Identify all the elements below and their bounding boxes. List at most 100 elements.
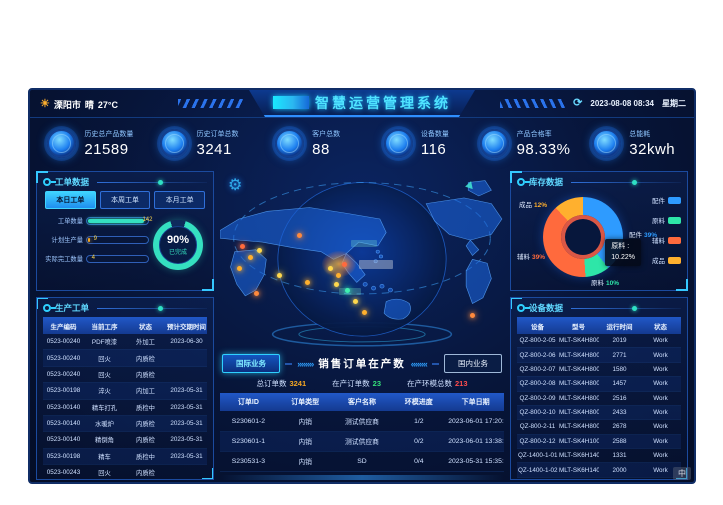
table-cell [166, 349, 207, 367]
stat-inproduction-molds: 在产环模总数 213 [407, 379, 468, 389]
table-cell [166, 464, 207, 479]
table-row: 0523-00198 精车 质检中 2023-05-31 [43, 448, 207, 466]
table-row: 0523-00240 回火 内质检 [43, 366, 207, 384]
stat-value: 213 [455, 379, 468, 389]
table-cell: 外加工 [125, 334, 166, 351]
production-order-panel: 生产工单 生产编码 当前工序 状态 预计交期时间 0523-00240 PDF喷漆 外加工… [36, 297, 214, 480]
bar-label: 计划生产量 [51, 237, 83, 244]
column-header: 客户名称 [333, 393, 391, 412]
completion-gauge: 90% 已完成 [153, 219, 203, 270]
key-icon [517, 178, 530, 186]
temperature-label: 27°C [97, 99, 119, 110]
map-marker [237, 265, 243, 271]
table-cell: 内质检 [125, 349, 166, 367]
city-label: 溧阳市 [53, 100, 81, 110]
table-cell: 1331 [599, 448, 640, 464]
table-cell: MLT-SK4H800i [558, 419, 599, 435]
table-cell: 0523-00240 [43, 334, 84, 351]
sales-stats-row: 总订单数 3241 在产订单数 23 在产环模总数 213 [220, 378, 504, 389]
column-header: 当前工序 [84, 317, 125, 334]
datetime-block: ⟳ 2023-08-08 08:34 星期二 [573, 98, 686, 109]
map-marker [256, 247, 262, 253]
table-cell: 0523-00140 [43, 415, 84, 433]
map-label-chip [350, 240, 377, 248]
table-cell: QZ-800-2-07 [517, 362, 558, 378]
table-row: 0523-00140 水暖炉 内质检 2023-05-31 [43, 415, 207, 433]
sales-section-title: 销售订单在产数 [318, 358, 406, 371]
header: ☀ 溧阳市 晴 27°C 智慧运营管理系统 ⟳ 2023-08-08 08:34… [30, 90, 694, 118]
donut-tooltip: 原料 : 10.22% [605, 239, 641, 266]
table-cell: QZ-800-2-12 [517, 434, 558, 450]
chevrons-left-icon: «««« [410, 358, 428, 369]
dashboard: ☀ 溧阳市 晴 27°C 智慧运营管理系统 ⟳ 2023-08-08 08:34… [28, 88, 696, 484]
table-row: 0523-00140 精倒角 内质检 2023-05-31 [43, 431, 207, 449]
legend-item: 原料 [652, 215, 681, 225]
work-order-tabs: 本日工单 本周工单 本月工单 [45, 191, 206, 209]
kpi-value: 116 [420, 140, 447, 158]
table-row: 0523-00240 PDF喷漆 外加工 2023-06-30 [43, 334, 207, 351]
table-cell: MLT-SK4H800i [558, 391, 599, 406]
bar-planned-output: 计划生产量 9 [43, 235, 149, 244]
panel-title: 生产工单 [55, 303, 90, 313]
tab-week-orders[interactable]: 本周工单 [99, 191, 151, 209]
table-cell: 2023-05-31 15:35:12 [447, 451, 504, 473]
table-cell: 2023-05-31 [166, 431, 207, 449]
table-cell: QZ-1400-1-02 [517, 462, 558, 478]
table-cell: 2023-05-31 [166, 399, 207, 416]
header-stripes-left [178, 99, 244, 108]
domestic-business-button[interactable]: 国内业务 [444, 354, 502, 374]
panel-title: 工单数据 [55, 177, 90, 187]
column-header: 状态 [640, 317, 681, 334]
stat-total-orders: 总订单数 3241 [256, 379, 307, 389]
table-cell: Work [640, 334, 681, 349]
table-cell: Work [640, 405, 681, 421]
bar-actual-completed: 实际完工数量 4 [43, 254, 149, 263]
table-cell: 质检中 [125, 399, 166, 416]
bar-track: 9 [86, 235, 149, 244]
international-business-button[interactable]: 国际业务 [222, 354, 280, 374]
table-cell: QZ-800-2-06 [517, 347, 558, 363]
tab-today-orders[interactable]: 本日工单 [45, 191, 96, 209]
gear-icon: ⚙ [228, 177, 243, 194]
refresh-icon[interactable]: ⟳ [573, 97, 583, 109]
weekday-label: 星期二 [662, 99, 686, 108]
table-row: QZ-800-2-10 MLT-SK4H800i 2433 Work [517, 405, 681, 421]
column-header: 型号 [558, 317, 599, 334]
column-header: 运行时间 [599, 317, 640, 334]
center-column: ⚙ [220, 171, 504, 480]
table-cell: SD [333, 451, 391, 473]
map-marker [333, 282, 339, 288]
world-map-svg [220, 180, 503, 347]
callout-finished: 成品 12% [519, 202, 548, 209]
world-map: ⚙ [220, 171, 504, 353]
header-stripes-right [500, 99, 566, 108]
table-cell: Work [640, 462, 681, 478]
kpi-total-customers: 客户总数 88 [253, 128, 362, 158]
table-cell: 淬火 [84, 382, 125, 400]
table-cell: 精车打孔 [84, 399, 125, 416]
tab-month-orders[interactable]: 本月工单 [154, 191, 206, 209]
kpi-orb-icon [383, 128, 413, 158]
kpi-value: 88 [312, 140, 330, 158]
table-cell: MLT-SK6H1400i [558, 448, 599, 464]
table-cell: 内质检 [125, 431, 166, 449]
ime-indicator[interactable]: 中 [673, 467, 691, 480]
right-column: 库存数据 成品 12% 配件 39% 原料 10% 辅料 39% [510, 171, 688, 480]
column-header: 下单日期 [447, 393, 504, 412]
table-cell: 2023-05-31 [166, 415, 207, 433]
column-header: 设备 [517, 317, 558, 334]
donut-ring [543, 197, 623, 277]
table-row: 0523-00243 回火 内质检 [43, 464, 207, 479]
kpi-pass-rate: 产品合格率 98.33% [471, 128, 580, 158]
bar-value: 4 [91, 254, 95, 261]
table-cell: 内质检 [125, 415, 166, 433]
equipment-table: 设备 型号 运行时间 状态 QZ-800-2-05 MLT-SK4H800i 2019 Wo… [517, 317, 681, 478]
table-cell: MLT-SK4H800i [558, 347, 599, 363]
table-cell: 测试供应商 [333, 431, 391, 452]
callout-raw: 原料 10% [591, 280, 620, 287]
table-cell: 0523-00198 [43, 448, 84, 466]
sales-order-table: 订单ID 订单类型 客户名称 环模进度 下单日期 S230601-2 内销 测试供应商 1/2… [220, 393, 504, 473]
bar-label: 实际完工数量 [45, 256, 83, 263]
table-cell: 2023-06-01 17:20:53 [447, 411, 504, 432]
